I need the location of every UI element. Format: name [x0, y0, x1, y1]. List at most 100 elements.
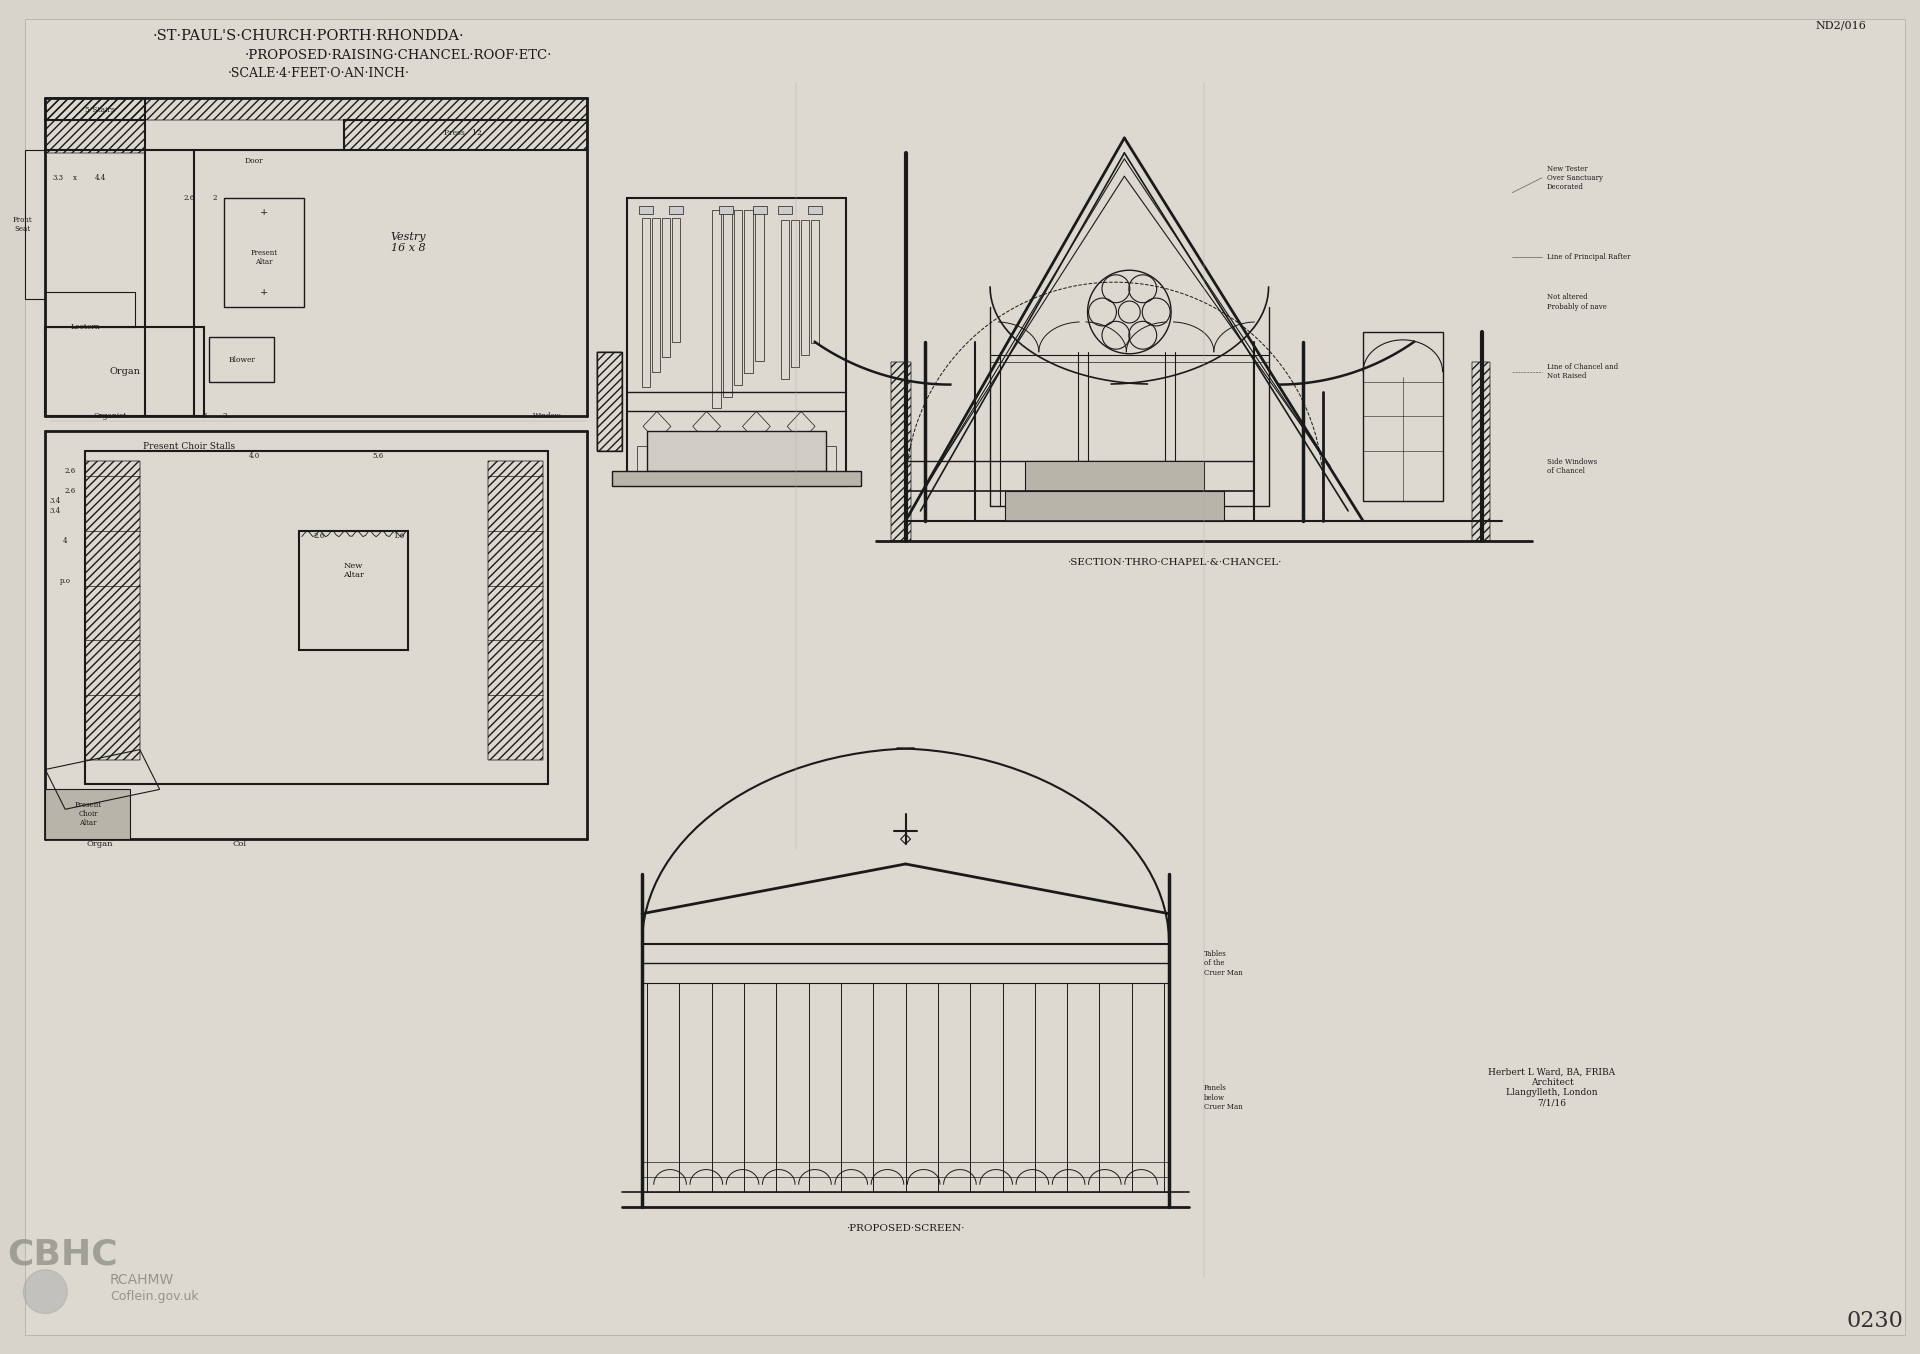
Bar [488, 462, 543, 760]
Text: 4.4: 4.4 [94, 173, 106, 181]
Text: x: x [73, 173, 77, 181]
Bar [647, 432, 826, 471]
Bar [722, 210, 732, 397]
Polygon shape [46, 789, 131, 839]
Text: 2.6: 2.6 [313, 532, 324, 540]
Bar [1363, 332, 1442, 501]
Bar [46, 99, 144, 153]
Bar [46, 292, 134, 326]
Text: 3.4: 3.4 [50, 506, 61, 515]
Text: ·PROPOSED·RAISING·CHANCEL·ROOF·ETC·: ·PROPOSED·RAISING·CHANCEL·ROOF·ETC· [244, 49, 553, 62]
Bar [46, 99, 144, 153]
Bar [781, 219, 789, 379]
Bar [597, 352, 622, 451]
Bar [488, 462, 543, 760]
Text: Vestry
16 x 8: Vestry 16 x 8 [390, 232, 426, 253]
Bar [25, 150, 46, 299]
Bar [745, 210, 753, 372]
Text: ·SCALE·4·FEET·O·AN·INCH·: ·SCALE·4·FEET·O·AN·INCH· [228, 66, 409, 80]
Text: Front
Seat: Front Seat [13, 215, 33, 233]
Bar [1025, 462, 1204, 492]
Bar [1004, 492, 1223, 521]
Bar [753, 206, 768, 214]
Text: 2.6: 2.6 [65, 487, 75, 496]
Text: 3: 3 [202, 413, 207, 421]
Text: New Tester
Over Sanctuary
Decorated: New Tester Over Sanctuary Decorated [1548, 165, 1603, 191]
Text: ND2/016: ND2/016 [1814, 20, 1866, 31]
Bar [808, 206, 822, 214]
Bar [776, 447, 835, 477]
Text: Lectern: Lectern [71, 322, 100, 330]
Bar [755, 210, 764, 360]
Text: Col: Col [232, 839, 246, 848]
Bar [639, 206, 653, 214]
Text: +: + [259, 287, 269, 297]
Text: 5.6: 5.6 [372, 452, 384, 460]
Bar [672, 218, 680, 341]
Bar [344, 121, 588, 150]
Text: Present Choir Stalls: Present Choir Stalls [144, 441, 236, 451]
Bar [1473, 362, 1490, 540]
Bar [46, 326, 204, 417]
Bar [891, 362, 910, 540]
Bar [791, 219, 799, 367]
Text: p.o: p.o [60, 577, 71, 585]
Bar [707, 447, 766, 477]
Text: 2: 2 [211, 194, 217, 202]
Text: Window: Window [534, 413, 563, 421]
Text: Blower: Blower [228, 356, 255, 364]
Text: Panels
below
Cruer Man: Panels below Cruer Man [1204, 1085, 1242, 1110]
Text: Present
Altar: Present Altar [252, 249, 278, 265]
Bar [225, 198, 303, 307]
Bar [733, 210, 743, 385]
Bar [46, 99, 588, 121]
Text: Organ: Organ [109, 367, 140, 376]
Text: Herbert L Ward, BA, FRIBA
Architect
Llangylleth, London
7/1/16: Herbert L Ward, BA, FRIBA Architect Llan… [1488, 1068, 1615, 1108]
Bar [653, 218, 660, 372]
Bar [1473, 362, 1490, 540]
Bar [84, 462, 140, 760]
Text: 4: 4 [63, 536, 67, 544]
Bar [209, 337, 275, 382]
Bar [344, 121, 588, 150]
Bar [712, 210, 720, 409]
Text: 0230: 0230 [1847, 1311, 1905, 1332]
Bar [84, 462, 140, 760]
Bar [597, 352, 622, 451]
Bar [801, 219, 808, 355]
Bar [641, 218, 651, 387]
Text: Tables
of the
Cruer Man: Tables of the Cruer Man [1204, 951, 1242, 976]
Text: Side Windows
of Chancel: Side Windows of Chancel [1548, 458, 1597, 475]
Text: 2: 2 [223, 413, 227, 421]
Bar [778, 206, 793, 214]
Text: 5 Stairs: 5 Stairs [84, 106, 115, 114]
Text: New
Altar: New Altar [344, 562, 365, 580]
Text: RCAHMW: RCAHMW [109, 1273, 175, 1286]
Text: 1.6: 1.6 [394, 532, 403, 540]
Circle shape [23, 1270, 67, 1313]
Text: 3.3: 3.3 [52, 173, 63, 181]
Text: Line of Principal Rafter: Line of Principal Rafter [1548, 253, 1630, 261]
Bar [668, 206, 684, 214]
Text: Present
Choir
Altar: Present Choir Altar [75, 802, 102, 827]
Text: ·SECTION·THRO·CHAPEL·&·CHANCEL·: ·SECTION·THRO·CHAPEL·&·CHANCEL· [1068, 558, 1281, 567]
Bar [628, 198, 847, 486]
Text: Organist: Organist [94, 413, 127, 421]
Text: Door: Door [246, 157, 263, 165]
Bar [637, 447, 697, 477]
Text: 2.6: 2.6 [184, 194, 196, 202]
Text: Organ: Organ [86, 839, 113, 848]
Bar [46, 99, 588, 121]
Text: CBHC: CBHC [8, 1238, 117, 1271]
Text: Press   12: Press 12 [444, 129, 482, 137]
Bar [891, 362, 910, 540]
Text: +: + [259, 209, 269, 217]
Bar [612, 471, 860, 486]
Bar [718, 206, 733, 214]
Bar [300, 531, 409, 650]
Text: 4.0: 4.0 [248, 452, 259, 460]
Text: 2.6: 2.6 [65, 467, 75, 475]
Text: 3.4: 3.4 [50, 497, 61, 505]
Text: ·PROPOSED·SCREEN·: ·PROPOSED·SCREEN· [847, 1224, 964, 1233]
Text: ·ST·PAUL'S·CHURCH·PORTH·RHONDDA·: ·ST·PAUL'S·CHURCH·PORTH·RHONDDA· [154, 28, 465, 42]
